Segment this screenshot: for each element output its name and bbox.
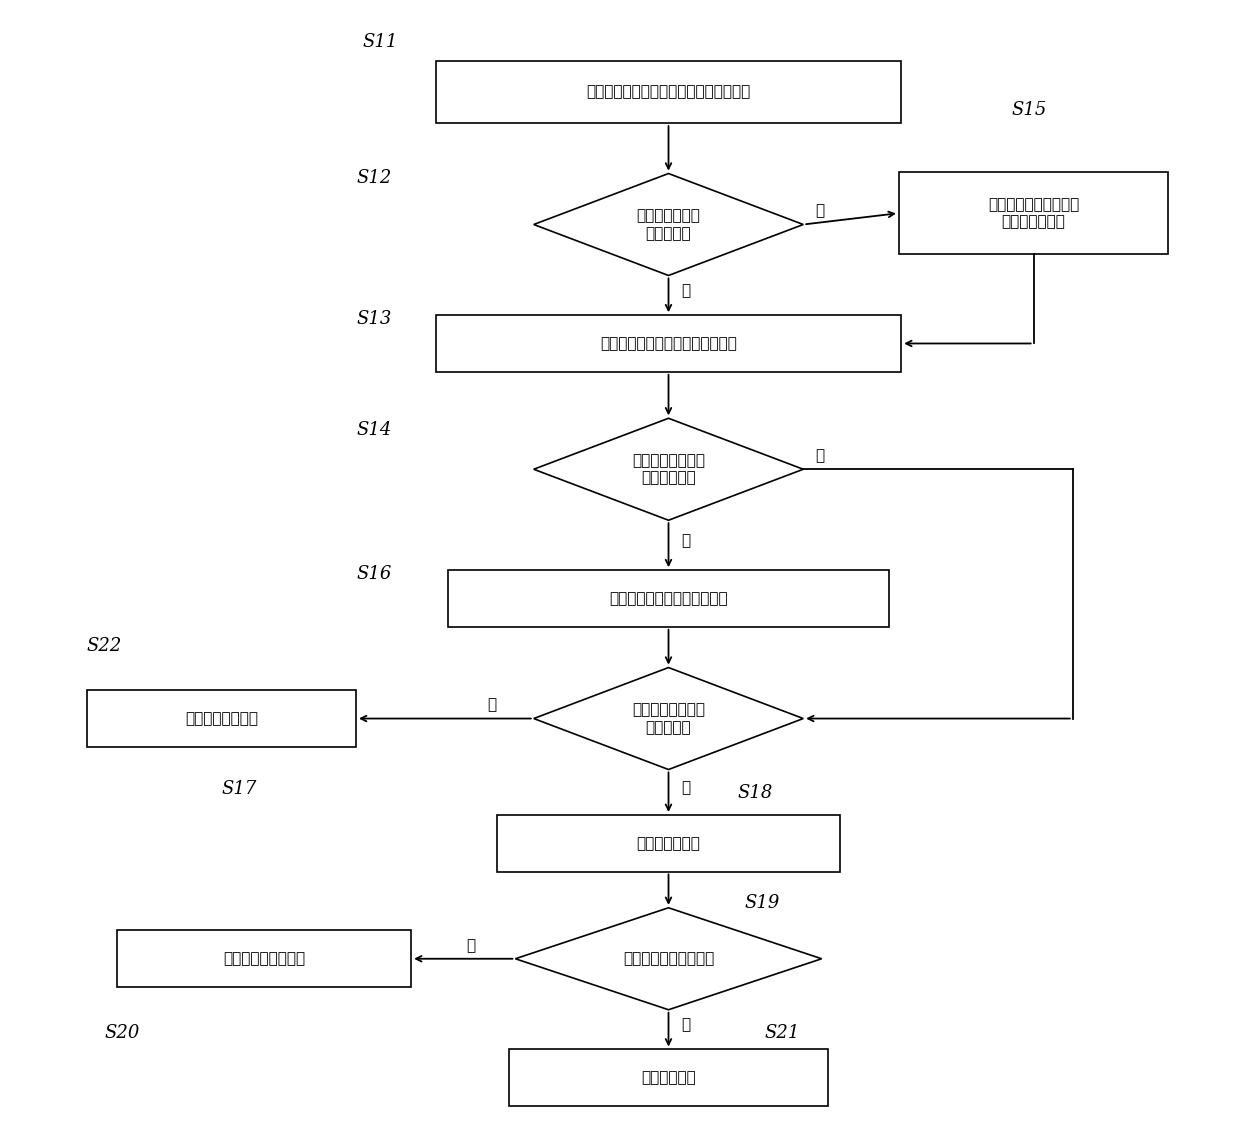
- Text: 调取电视参数信息，启动计时模块: 调取电视参数信息，启动计时模块: [600, 336, 737, 351]
- Text: 播放语音并关掉电视: 播放语音并关掉电视: [223, 951, 305, 966]
- FancyBboxPatch shape: [436, 315, 901, 372]
- FancyBboxPatch shape: [898, 172, 1168, 253]
- Text: S11: S11: [362, 32, 398, 50]
- Text: 是: 是: [680, 283, 690, 298]
- Text: 录入该用户的人脸信息
和电视参数信息: 录入该用户的人脸信息 和电视参数信息: [987, 197, 1079, 229]
- Text: 是否大于观看时长阈值: 是否大于观看时长阈值: [623, 951, 714, 966]
- Text: 摄像装置监测是否
有闭眼的动作: 摄像装置监测是否 有闭眼的动作: [632, 453, 705, 485]
- Text: S22: S22: [87, 637, 121, 655]
- Text: 调整至下一个设定的电视频道: 调整至下一个设定的电视频道: [610, 591, 727, 606]
- Text: 判断用户是否是
已录入用户: 判断用户是否是 已录入用户: [637, 209, 700, 241]
- Text: 否: 否: [815, 448, 825, 463]
- Text: S19: S19: [745, 894, 779, 912]
- Text: 否: 否: [487, 697, 497, 712]
- Text: S14: S14: [356, 421, 392, 439]
- Text: S15: S15: [1011, 101, 1047, 118]
- Text: 摄像装置监测是否
捕获到用户: 摄像装置监测是否 捕获到用户: [632, 702, 705, 735]
- Text: S16: S16: [356, 565, 392, 583]
- Polygon shape: [534, 668, 803, 770]
- Polygon shape: [534, 173, 803, 275]
- Polygon shape: [515, 907, 821, 1009]
- Text: S12: S12: [356, 169, 392, 187]
- Text: 累计观看总时长: 累计观看总时长: [637, 836, 700, 851]
- FancyBboxPatch shape: [436, 61, 901, 123]
- Text: 是: 是: [680, 780, 690, 795]
- Text: 电视进入休眠状态: 电视进入休眠状态: [185, 711, 258, 726]
- FancyBboxPatch shape: [87, 690, 356, 747]
- Text: 是: 是: [466, 938, 476, 953]
- FancyBboxPatch shape: [118, 930, 411, 988]
- Text: 否: 否: [680, 1017, 690, 1032]
- Text: S13: S13: [356, 310, 392, 328]
- Text: 继续播放电视: 继续播放电视: [641, 1070, 696, 1085]
- Text: S17: S17: [222, 780, 256, 798]
- Text: S18: S18: [737, 783, 772, 802]
- Polygon shape: [534, 419, 803, 521]
- FancyBboxPatch shape: [497, 814, 840, 872]
- FancyBboxPatch shape: [449, 570, 890, 626]
- Text: S21: S21: [764, 1024, 799, 1043]
- Text: 否: 否: [815, 203, 825, 218]
- FancyBboxPatch shape: [509, 1050, 828, 1106]
- Text: 是: 是: [680, 533, 690, 548]
- Text: S20: S20: [105, 1024, 140, 1043]
- Text: 打开电视，启动摄像装置，获取人脸图像: 打开电视，启动摄像装置，获取人脸图像: [586, 85, 751, 100]
